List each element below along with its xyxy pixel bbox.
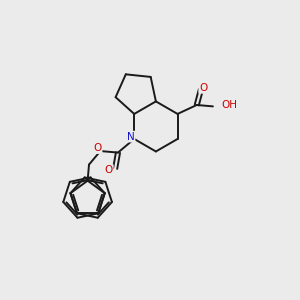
Text: OH: OH — [221, 100, 237, 110]
Text: N: N — [127, 132, 135, 142]
Text: O: O — [105, 165, 113, 175]
Text: O: O — [199, 83, 207, 93]
Text: O: O — [93, 143, 102, 153]
